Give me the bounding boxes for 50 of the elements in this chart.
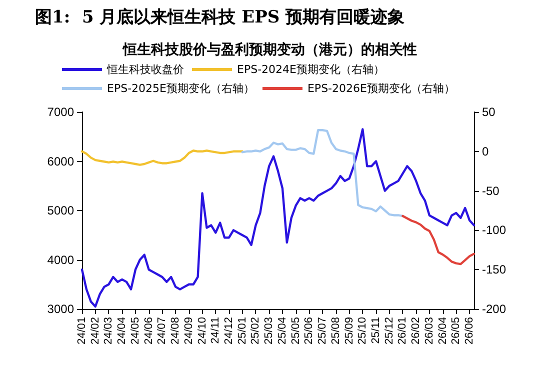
y-tick-label: 6000 [47,154,74,168]
x-tick-label: 24/12 [223,317,235,345]
x-tick-label: 24/04 [116,317,128,345]
x-tick-label: 25/12 [383,317,396,345]
x-tick-label: 24/03 [102,317,115,345]
line-series [402,214,476,266]
x-tick-label: 26/03 [423,317,436,345]
y2-tick-label: 50 [482,105,496,119]
x-tick-label: 24/08 [170,317,182,345]
line-series [241,129,404,218]
legend-label: 恒生科技收盘价 [106,63,184,76]
legend-label: EPS-2024E预期变化（右轴） [237,63,384,76]
x-tick-label: 25/11 [370,317,382,344]
y2-tick-label: -50 [482,184,500,198]
x-tick-label: 25/05 [290,317,302,345]
x-tick-label: 25/01 [236,317,248,345]
x-tick-label: 24/02 [89,317,102,345]
x-tick-label: 25/04 [276,317,288,345]
x-tick-label: 24/10 [196,317,208,345]
x-tick-label: 24/06 [142,317,155,345]
legend-label: EPS-2026E预期变化（右轴） [307,82,455,95]
y-tick-label: 3000 [47,302,74,316]
chart-title: 图1: 5 月底以来恒生科技 EPS 预期有回暖迹象 [35,8,405,28]
x-tick-label: 25/03 [263,317,276,345]
x-tick-label: 25/08 [330,317,342,345]
x-tick-label: 24/07 [156,317,168,345]
y-tick-label: 5000 [47,204,74,218]
x-tick-label: 26/02 [410,317,422,345]
x-tick-label: 26/06 [464,317,476,345]
y2-tick-label: -150 [482,262,506,277]
legend-label: EPS-2025E预期变化（右轴） [107,82,254,95]
x-tick-label: 25/02 [250,317,262,345]
x-tick-label: 25/10 [356,317,369,345]
y-tick-label: 7000 [47,105,74,119]
y2-tick-label: 0 [482,144,489,158]
x-tick-label: 24/05 [129,317,142,345]
x-tick-label: 25/07 [316,317,329,345]
line-series [80,150,244,166]
x-tick-label: 25/06 [303,317,316,345]
y2-tick-label: -200 [482,302,506,316]
x-tick-label: 26/01 [396,317,409,345]
x-tick-label: 26/04 [436,317,449,345]
x-tick-label: 24/11 [210,317,222,344]
y2-tick-label: -100 [482,223,506,238]
x-tick-label: 25/09 [343,317,356,345]
chart-subtitle: 恒生科技股价与盈利预期变动（港元）的相关性 [122,41,417,58]
x-tick-label: 24/09 [182,317,195,345]
y-tick-label: 4000 [47,252,74,267]
x-tick-label: 26/05 [450,317,462,345]
x-tick-label: 24/01 [76,317,88,345]
